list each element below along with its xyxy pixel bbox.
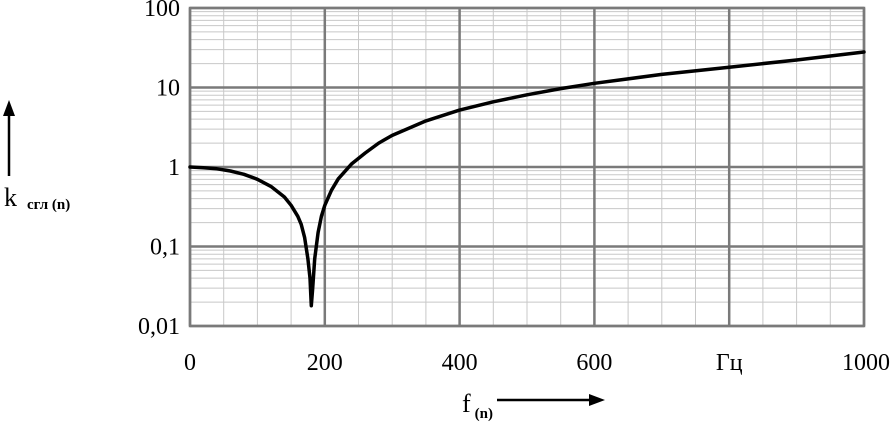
y-axis-label-group: k сгл (n) — [3, 100, 70, 213]
y-tick-label: 10 — [156, 76, 180, 102]
y-axis-label-main: k — [4, 183, 17, 212]
x-tick-label: 200 — [307, 350, 343, 376]
x-axis-label: f (n) — [462, 389, 493, 422]
x-tick-labels: 0 200 400 600 Гц 1000 — [184, 350, 890, 376]
y-tick-label: 100 — [144, 0, 180, 22]
y-axis-label: k сгл (n) — [4, 183, 70, 213]
series-layer — [188, 50, 866, 308]
y-axis-arrow-head — [3, 100, 15, 116]
x-tick-label: 1000 — [842, 350, 890, 376]
x-tick-label: 400 — [442, 350, 478, 376]
x-tick-label: Гц — [716, 350, 743, 376]
x-axis-label-sub: (n) — [475, 406, 493, 422]
x-axis-label-group: f (n) — [462, 389, 605, 422]
y-tick-label: 0,01 — [138, 314, 180, 340]
y-axis-label-sub: сгл (n) — [27, 197, 70, 213]
y-tick-labels: 0,01 0,1 1 10 100 — [138, 0, 180, 340]
x-tick-label: 600 — [576, 350, 612, 376]
y-tick-label: 1 — [168, 155, 180, 181]
x-tick-label: 0 — [184, 350, 196, 376]
x-axis-arrow-head — [589, 394, 605, 406]
x-axis-label-main: f — [462, 389, 471, 418]
series-line — [188, 50, 866, 308]
y-tick-label: 0,1 — [150, 235, 180, 261]
